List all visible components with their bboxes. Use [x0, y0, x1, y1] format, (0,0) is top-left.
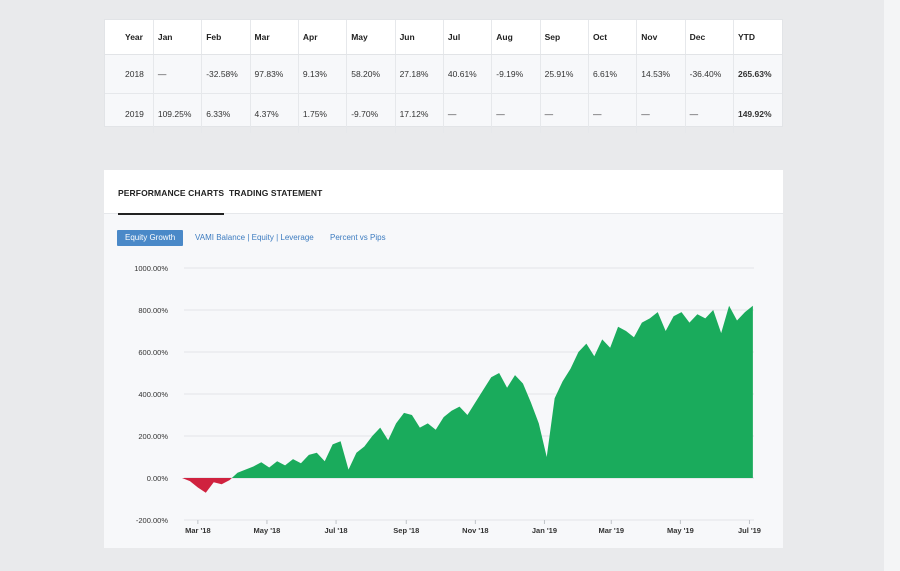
column-header-nov: Nov: [636, 20, 686, 55]
column-header-jan: Jan: [152, 20, 202, 55]
month-cell: 17.12%: [394, 93, 444, 133]
y-tick-label: -200.00%: [136, 516, 168, 525]
month-cell: -9.19%: [491, 54, 541, 94]
month-cell: -36.40%: [684, 54, 734, 94]
month-cell: —: [152, 54, 202, 94]
performance-card: PERFORMANCE CHARTS TRADING STATEMENT Equ…: [104, 170, 783, 548]
x-tick-label: May '18: [254, 526, 281, 535]
x-tick-label: Jul '18: [325, 526, 348, 535]
page-side-strip: [884, 0, 900, 571]
ytd-cell: 265.63%: [732, 54, 782, 94]
year-cell: 2019: [125, 108, 144, 119]
column-header-dec: Dec: [684, 20, 734, 55]
month-cell: 6.33%: [201, 93, 251, 133]
ytd-cell: 149.92%: [732, 93, 782, 133]
column-header-feb: Feb: [201, 20, 251, 55]
tab-trading-statement[interactable]: TRADING STATEMENT: [229, 188, 323, 198]
y-tick-label: 200.00%: [138, 432, 168, 441]
month-cell: 25.91%: [539, 54, 589, 94]
column-header-year: Year: [105, 20, 154, 55]
monthly-returns-grid: Year Jan Feb Mar Apr May Jun Jul Aug Sep Oct Nov Dec…: [105, 20, 782, 133]
month-cell: —: [684, 93, 734, 133]
tab-bar: PERFORMANCE CHARTS TRADING STATEMENT: [104, 170, 783, 215]
column-header-sep: Sep: [539, 20, 589, 55]
x-tick-label: May '19: [667, 526, 694, 535]
month-cell: —: [587, 93, 637, 133]
x-tick-label: Mar '18: [185, 526, 211, 535]
subtab-vami-balance[interactable]: VAMI Balance | Equity | Leverage: [195, 233, 314, 242]
x-tick-label: Nov '18: [462, 526, 488, 535]
y-tick-label: 1000.00%: [134, 264, 168, 273]
month-cell: —: [539, 93, 589, 133]
table-row: 2019 109.25% 6.33% 4.37% 1.75% -9.70% 17.12% — —…: [105, 93, 782, 133]
column-header-jul: Jul: [442, 20, 492, 55]
equity-area-positive: [182, 305, 753, 478]
column-header-jun: Jun: [394, 20, 444, 55]
x-tick-label: Sep '18: [393, 526, 419, 535]
month-cell: —: [636, 93, 686, 133]
subtab-equity-growth[interactable]: Equity Growth: [117, 230, 184, 246]
table-row: 2018— -32.58% 97.83% 9.13% 58.20% 27.18% 40.61…: [105, 54, 782, 94]
subtab-percent-vs-pips[interactable]: Percent vs Pips: [330, 233, 386, 242]
month-cell: 27.18%: [394, 54, 444, 94]
y-tick-label: 400.00%: [138, 390, 168, 399]
monthly-returns-table: Year Jan Feb Mar Apr May Jun Jul Aug Sep Oct Nov Dec…: [104, 19, 783, 133]
month-cell: 40.61%: [442, 54, 492, 94]
column-header-mar: Mar: [249, 20, 299, 55]
x-tick-label: Jul '19: [738, 526, 761, 535]
x-tick-label: Mar '19: [599, 526, 625, 535]
month-cell: —: [442, 93, 492, 133]
month-cell: 4.37%: [249, 93, 299, 133]
column-header-may: May: [346, 20, 396, 55]
month-cell: 9.13%: [297, 54, 347, 94]
month-cell: 1.75%: [297, 93, 347, 133]
month-cell: 109.25%: [152, 93, 202, 133]
table-header-row: Year Jan Feb Mar Apr May Jun Jul Aug Sep Oct Nov Dec…: [105, 20, 782, 55]
month-cell: 97.83%: [249, 54, 299, 94]
month-cell: -32.58%: [201, 54, 251, 94]
month-cell: 6.61%: [587, 54, 637, 94]
year-cell: 2018: [105, 54, 154, 94]
y-tick-label: 800.00%: [138, 306, 168, 315]
month-cell: 14.53%: [636, 54, 686, 94]
column-header-aug: Aug: [491, 20, 541, 55]
column-header-oct: Oct: [587, 20, 637, 55]
tab-performance-charts[interactable]: PERFORMANCE CHARTS: [118, 170, 225, 215]
column-header-apr: Apr: [297, 20, 347, 55]
y-tick-label: 0.00%: [147, 474, 169, 483]
month-cell: —: [491, 93, 541, 133]
y-tick-label: 600.00%: [138, 348, 168, 357]
month-cell: 58.20%: [346, 54, 396, 94]
month-cell: -9.70%: [346, 93, 396, 133]
equity-growth-chart: 1000.00% 800.00% 600.00% 400.00% 200.00% 0.00…: [134, 264, 761, 535]
table-body: 2018— -32.58% 97.83% 9.13% 58.20% 27.18% 40.61…: [105, 54, 782, 133]
column-header-ytd: YTD: [732, 20, 782, 55]
x-tick-label: Jan '19: [532, 526, 557, 535]
